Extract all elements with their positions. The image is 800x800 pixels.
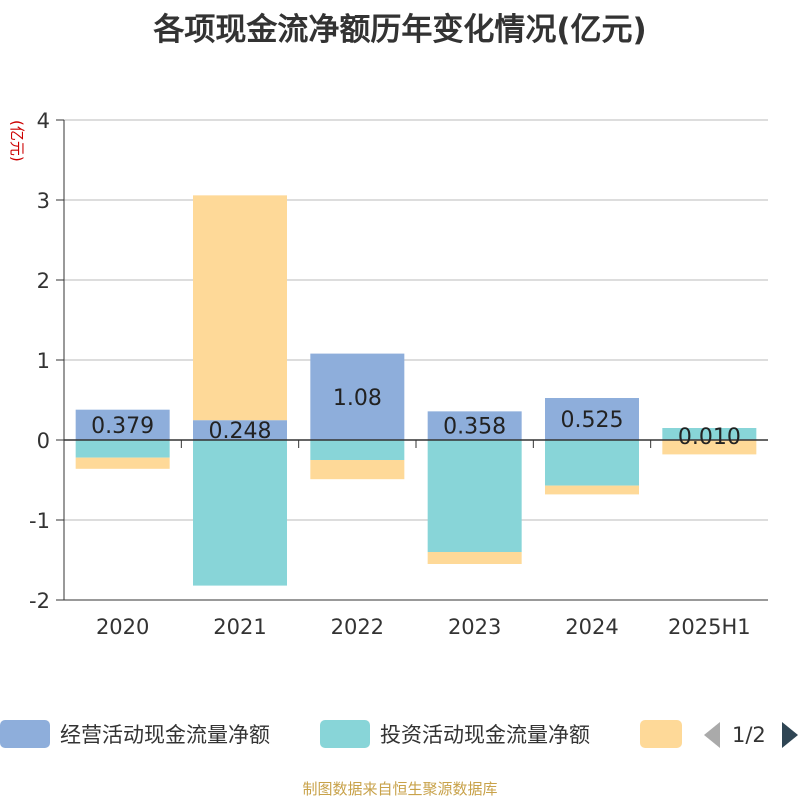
x-tick-label: 2025H1 bbox=[668, 615, 751, 639]
x-tick-label: 2020 bbox=[96, 615, 149, 639]
axes: -2 -1 0 1 2 3 4 2020 2021 2022 2023 2024 2025H1 bbox=[29, 109, 768, 639]
bar-1-2022 bbox=[310, 440, 405, 460]
data-source-note: 制图数据来自恒生聚源数据库 bbox=[302, 780, 498, 798]
bar-2-2023 bbox=[427, 552, 522, 564]
data-labels: 0.379 0.248 1.08 0.358 0.525 0.010 bbox=[91, 386, 741, 450]
gridlines bbox=[64, 119, 768, 601]
bar-2-2024 bbox=[545, 485, 639, 495]
data-label-2023: 0.358 bbox=[443, 415, 506, 440]
bar-2-2022 bbox=[310, 460, 405, 480]
y-axis-label: (亿元) bbox=[8, 120, 26, 162]
bars bbox=[75, 195, 757, 586]
bar-1-2023 bbox=[427, 440, 522, 552]
legend-prev-arrow-icon[interactable] bbox=[704, 722, 720, 748]
legend-label-investing[interactable]: 投资活动现金流量净额 bbox=[380, 723, 590, 747]
y-tick-label: -1 bbox=[29, 509, 50, 533]
bar-2-2021 bbox=[193, 195, 287, 421]
chart-title: 各项现金流净额历年变化情况(亿元) bbox=[153, 12, 647, 48]
x-tick-label: 2024 bbox=[565, 615, 618, 639]
data-label-2024: 0.525 bbox=[561, 408, 624, 433]
bar-1-2025H1 bbox=[662, 428, 757, 440]
y-tick-label: 4 bbox=[37, 109, 50, 133]
x-tick-label: 2023 bbox=[448, 615, 501, 639]
data-label-2025H1: 0.010 bbox=[678, 425, 741, 450]
bar-1-2024 bbox=[545, 440, 639, 486]
x-tick-label: 2021 bbox=[213, 615, 266, 639]
data-label-2021: 0.248 bbox=[209, 419, 272, 444]
bar-1-2020 bbox=[75, 440, 170, 458]
legend-label-operating[interactable]: 经营活动现金流量净额 bbox=[60, 723, 270, 747]
legend-swatch-investing[interactable] bbox=[320, 720, 370, 748]
y-tick-label: 2 bbox=[37, 269, 50, 293]
legend-page-indicator: 1/2 bbox=[732, 723, 766, 747]
bar-1-2021 bbox=[193, 440, 287, 586]
bar-2-2020 bbox=[75, 457, 170, 469]
legend-swatch-financing[interactable] bbox=[640, 720, 682, 748]
bar-0-2020 bbox=[75, 409, 170, 440]
bar-0-2022 bbox=[310, 353, 405, 440]
x-tick-label: 2022 bbox=[331, 615, 384, 639]
legend-next-arrow-icon[interactable] bbox=[782, 722, 798, 748]
bar-0-2021 bbox=[193, 420, 287, 440]
bar-0-2024 bbox=[545, 398, 639, 440]
legend: 经营活动现金流量净额 投资活动现金流量净额 1/2 bbox=[0, 720, 798, 748]
y-tick-label: 0 bbox=[37, 429, 50, 453]
bar-0-2023 bbox=[427, 411, 522, 440]
y-tick-label: -2 bbox=[29, 589, 50, 613]
bar-2-2025H1 bbox=[662, 440, 757, 455]
data-label-2020: 0.379 bbox=[91, 414, 154, 439]
y-tick-label: 1 bbox=[37, 349, 50, 373]
y-tick-label: 3 bbox=[37, 189, 50, 213]
data-label-2022: 1.08 bbox=[333, 386, 382, 411]
legend-swatch-operating[interactable] bbox=[0, 720, 50, 748]
